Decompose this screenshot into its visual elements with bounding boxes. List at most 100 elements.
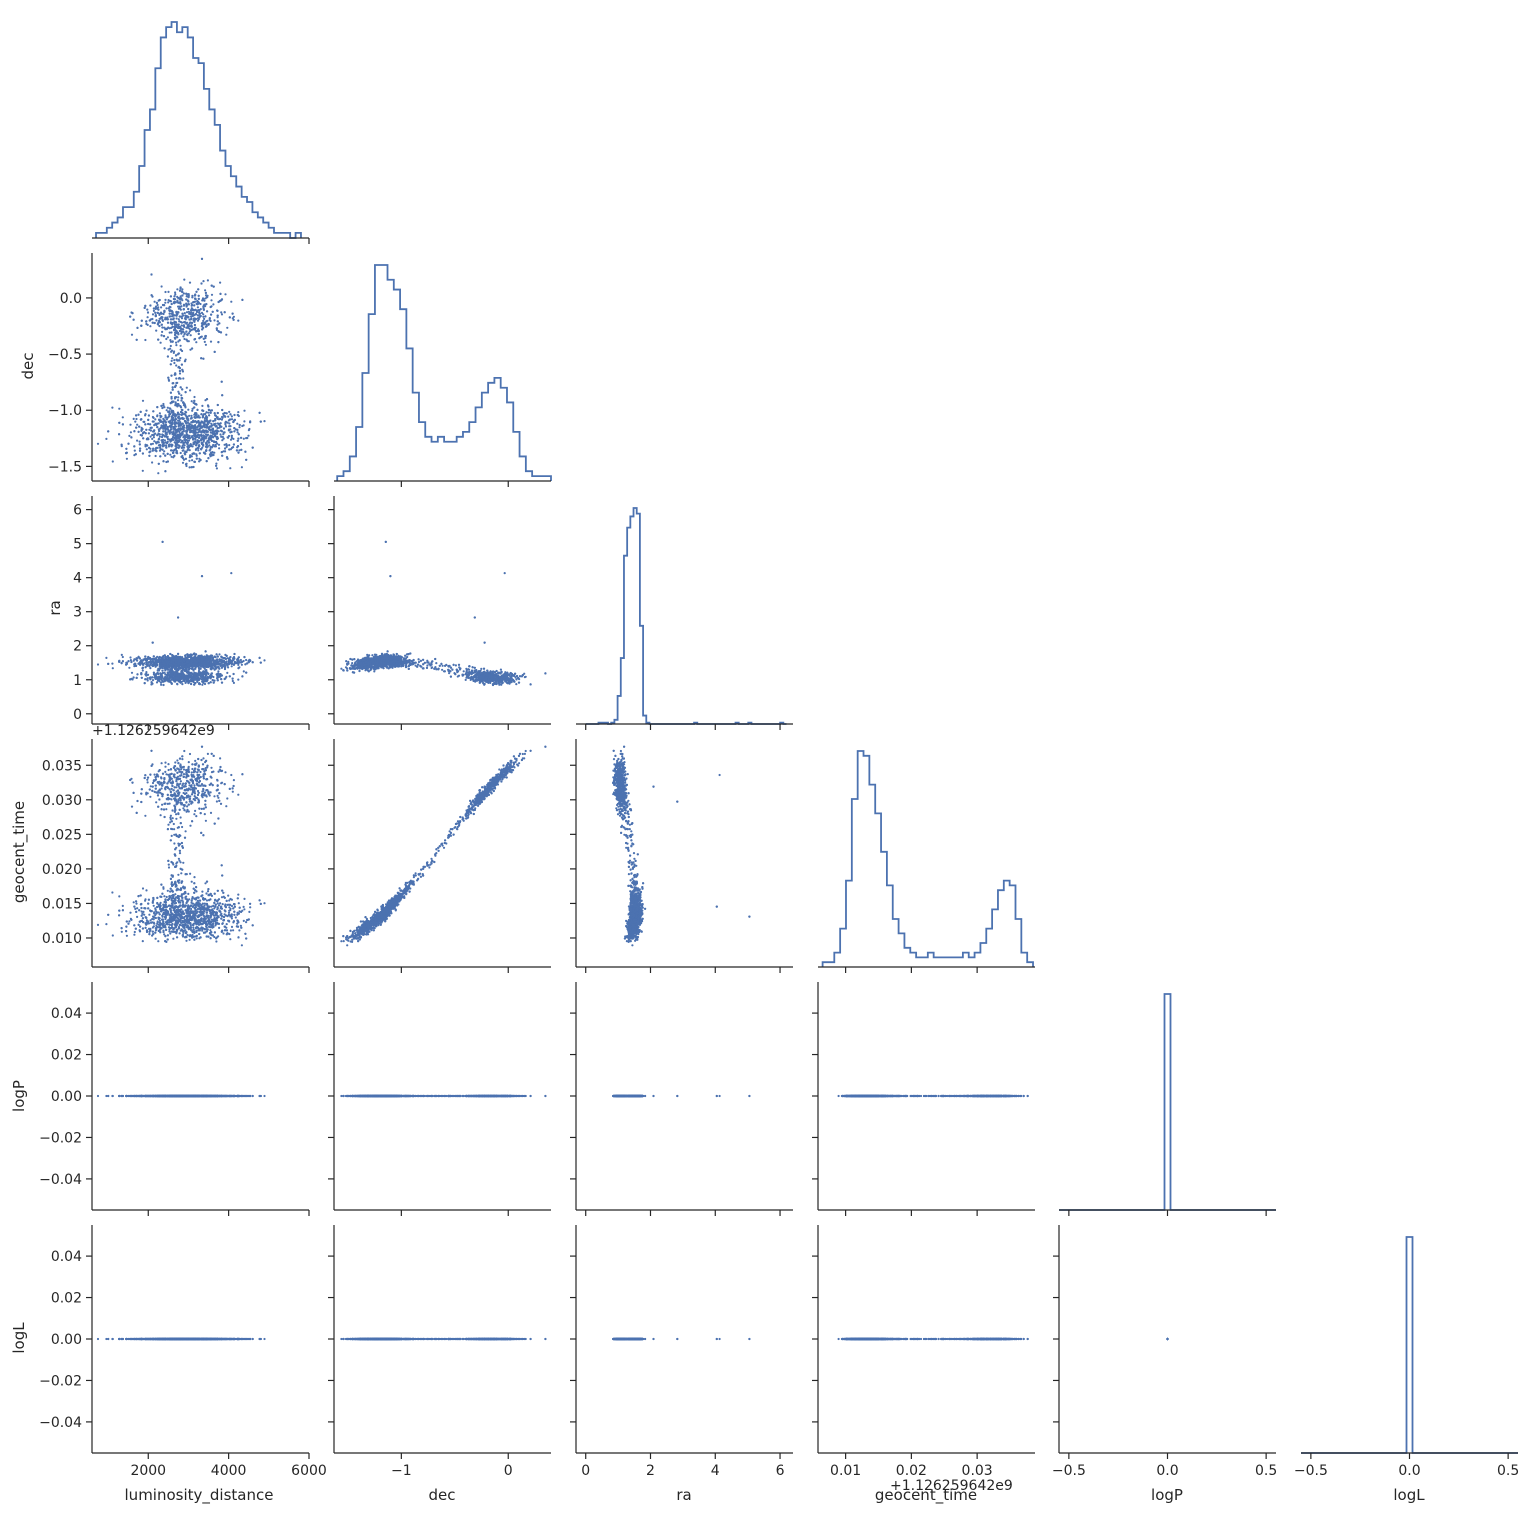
scatter-point — [247, 435, 249, 437]
scatter-point — [237, 411, 239, 413]
scatter-point — [217, 459, 219, 461]
scatter-point — [163, 406, 165, 408]
scatter-point — [175, 342, 177, 344]
scatter-point — [238, 449, 240, 451]
scatter-point — [164, 302, 166, 304]
scatter-point — [181, 315, 183, 317]
scatter-point — [105, 438, 107, 440]
scatter-point — [205, 344, 207, 346]
scatter-point — [129, 424, 131, 426]
scatter-point — [243, 410, 245, 412]
scatter-point — [177, 396, 179, 398]
scatter-point — [203, 318, 205, 320]
scatter-point — [161, 331, 163, 333]
scatter-point — [207, 279, 209, 281]
scatter-point — [164, 299, 166, 301]
scatter-point — [155, 455, 157, 457]
scatter-point — [195, 341, 197, 343]
scatter-point — [231, 435, 233, 437]
scatter-point — [153, 310, 155, 312]
scatter-point — [155, 330, 157, 332]
scatter-point — [191, 400, 193, 402]
scatter-point — [227, 416, 229, 418]
scatter-point — [182, 462, 184, 464]
scatter-point — [197, 306, 199, 308]
scatter-point — [222, 417, 224, 419]
scatter-point — [210, 299, 212, 301]
scatter-point — [151, 434, 153, 436]
scatter-point — [154, 301, 156, 303]
scatter-point — [131, 334, 133, 336]
scatter-point — [204, 289, 206, 291]
scatter-point — [163, 450, 165, 452]
scatter-point — [183, 338, 185, 340]
scatter-point — [180, 394, 182, 396]
scatter-point — [179, 357, 181, 359]
scatter-point — [156, 414, 158, 416]
scatter-point — [134, 450, 136, 452]
scatter-point — [229, 467, 231, 469]
scatter-point — [213, 319, 215, 321]
scatter-point — [153, 436, 155, 438]
scatter-point — [225, 334, 227, 336]
scatter-point — [212, 303, 214, 305]
scatter-point — [167, 407, 169, 409]
scatter-point — [144, 413, 146, 415]
scatter-point — [263, 420, 265, 422]
scatter-point — [176, 288, 178, 290]
scatter-point — [181, 324, 183, 326]
scatter-point — [241, 466, 243, 468]
scatter-point — [186, 387, 188, 389]
scatter-point — [160, 306, 162, 308]
scatter-point — [167, 336, 169, 338]
scatter-point — [164, 291, 166, 293]
scatter-point — [157, 304, 159, 306]
scatter-point — [128, 435, 130, 437]
scatter-point — [152, 313, 154, 315]
scatter-point — [146, 309, 148, 311]
scatter-point — [218, 430, 220, 432]
scatter-point — [183, 292, 185, 294]
scatter-point — [160, 342, 162, 344]
scatter-point — [112, 460, 114, 462]
scatter-point — [231, 415, 233, 417]
scatter-point — [183, 439, 185, 441]
scatter-point — [191, 459, 193, 461]
scatter-point — [231, 418, 233, 420]
scatter-point — [173, 352, 175, 354]
scatter-point — [193, 396, 195, 398]
scatter-point — [162, 453, 164, 455]
scatter-point — [215, 463, 217, 465]
scatter-point — [175, 344, 177, 346]
scatter-point — [243, 438, 245, 440]
scatter-point — [167, 301, 169, 303]
scatter-point — [133, 418, 135, 420]
scatter-point — [184, 312, 186, 314]
scatter-point — [171, 357, 173, 359]
scatter-point — [240, 443, 242, 445]
scatter-point — [182, 377, 184, 379]
scatter-point — [189, 282, 191, 284]
scatter-point — [147, 316, 149, 318]
scatter-point — [186, 311, 188, 313]
scatter-point — [153, 440, 155, 442]
scatter-point — [150, 436, 152, 438]
scatter-point — [210, 341, 212, 343]
scatter-point — [173, 359, 175, 361]
scatter-point — [207, 412, 209, 414]
scatter-point — [166, 409, 168, 411]
scatter-point — [202, 316, 204, 318]
scatter-point — [190, 334, 192, 336]
scatter-point — [178, 377, 180, 379]
scatter-point — [167, 291, 169, 293]
scatter-point — [175, 382, 177, 384]
scatter-point — [181, 299, 183, 301]
scatter-point — [130, 431, 132, 433]
scatter-point — [143, 421, 145, 423]
scatter-point — [226, 327, 228, 329]
scatter-point — [187, 409, 189, 411]
scatter-point — [183, 305, 185, 307]
scatter-point — [165, 307, 167, 309]
